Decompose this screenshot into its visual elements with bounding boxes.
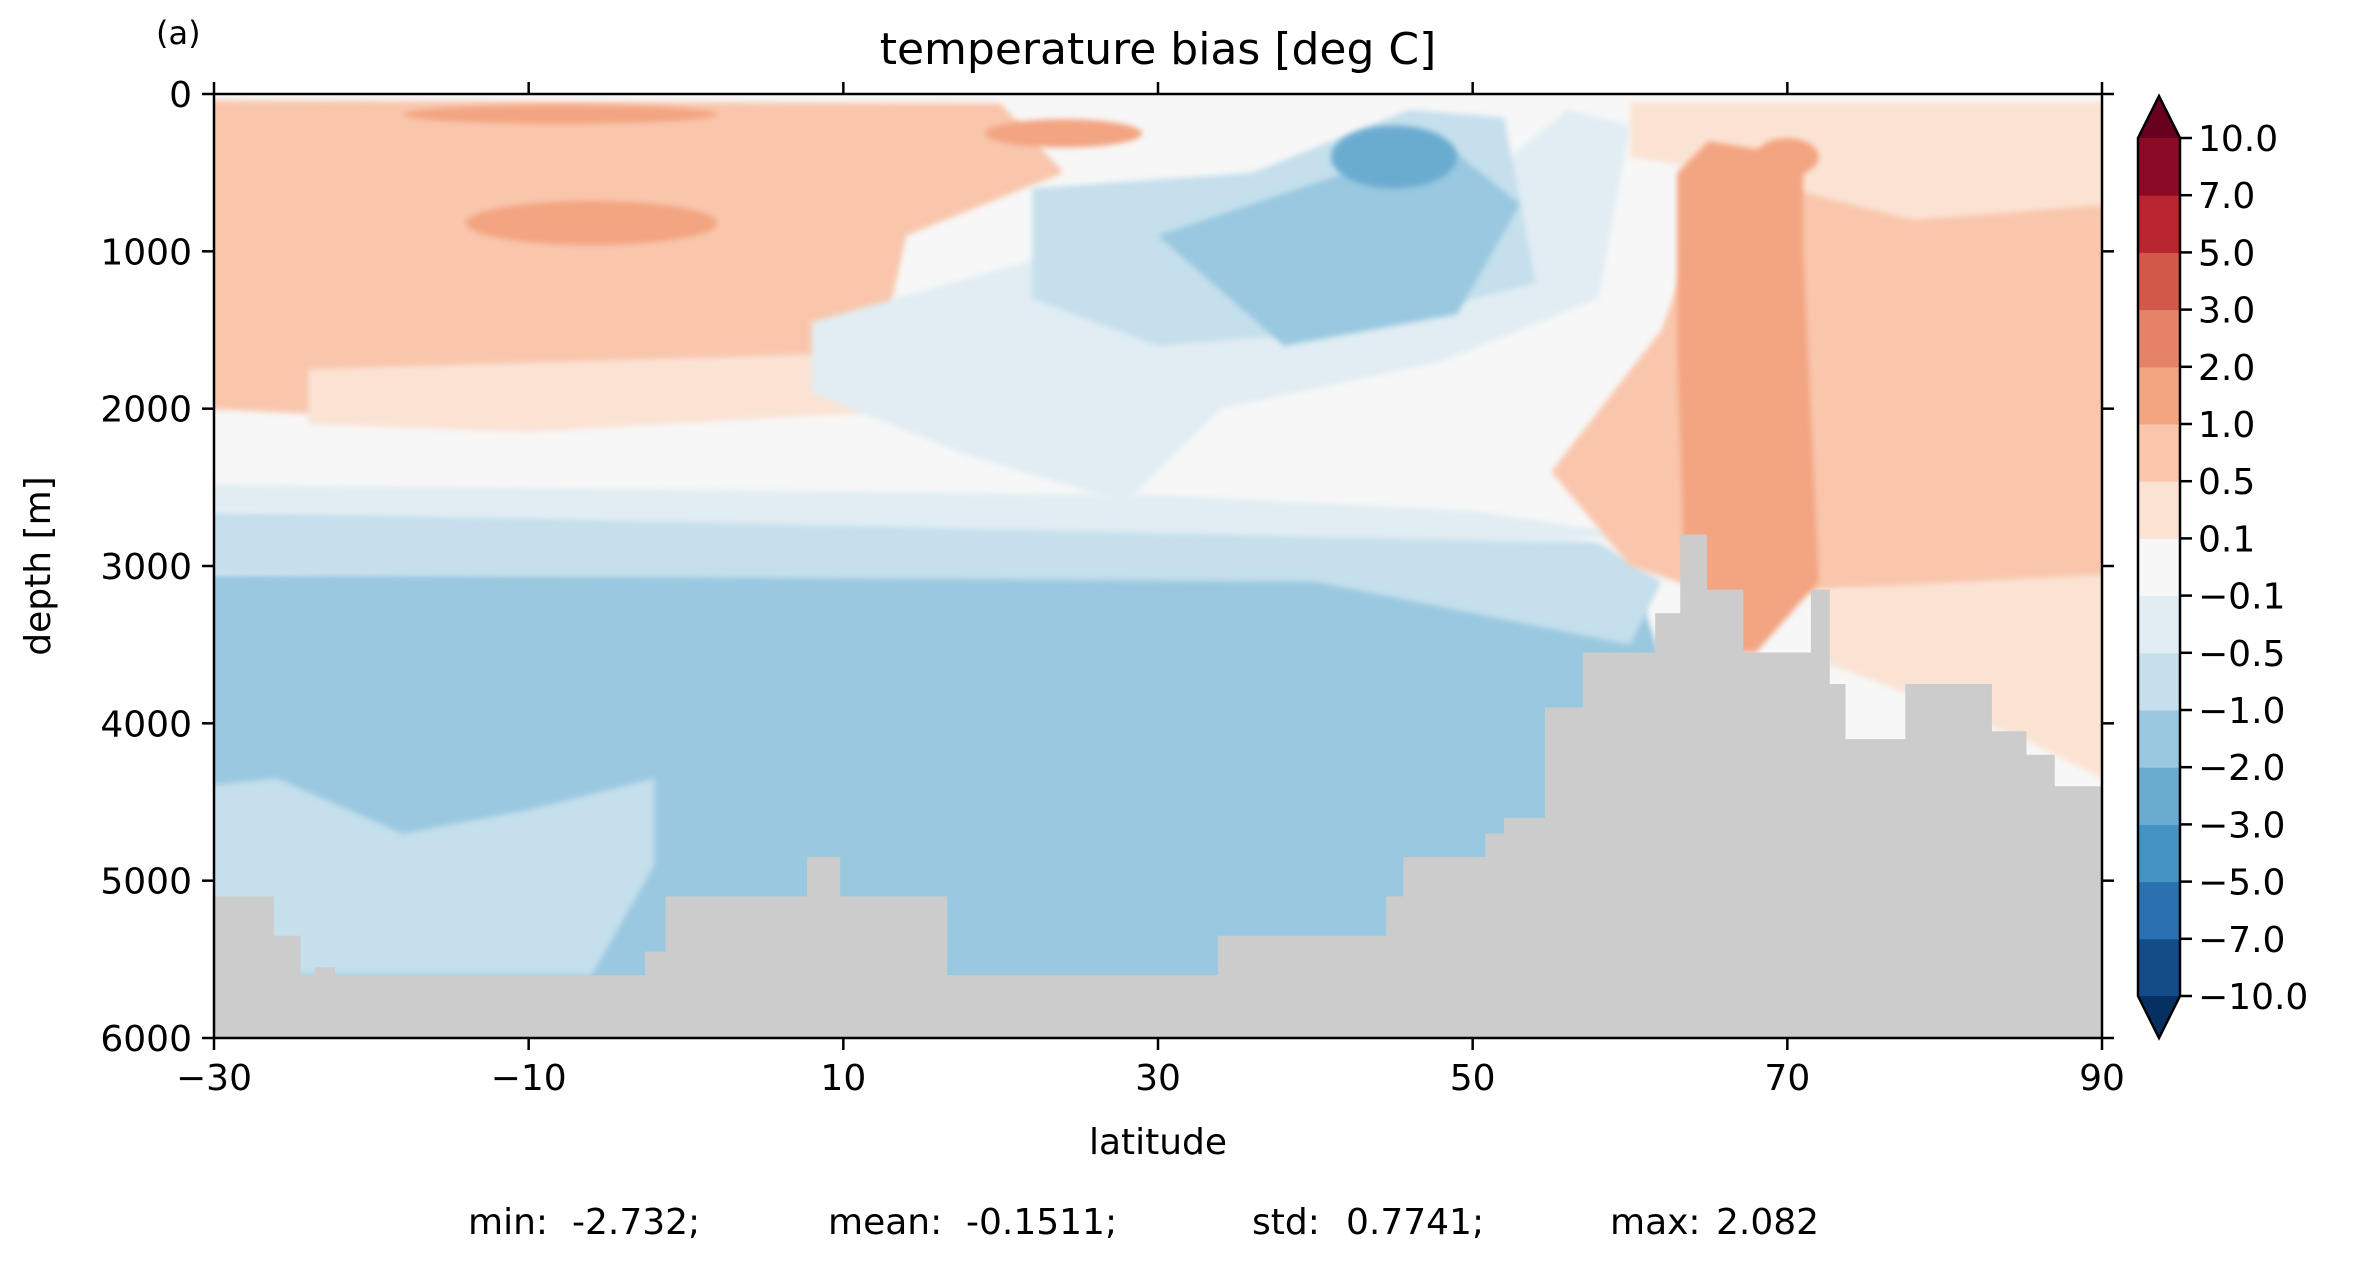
y-axis-label: depth [m] xyxy=(18,476,59,655)
stat-min-value: -2.732; xyxy=(572,1202,700,1243)
colorbar-bin xyxy=(2138,767,2180,825)
panel-label: (a) xyxy=(156,14,201,52)
y-tick-label: 1000 xyxy=(100,232,192,273)
colorbar-tick-label: 3.0 xyxy=(2198,291,2255,332)
colorbar-bin xyxy=(2138,710,2180,768)
y-tick-label: 6000 xyxy=(100,1019,192,1060)
contour-band-minus-1 xyxy=(214,511,1662,645)
contour-warm-north-deep xyxy=(1818,574,2102,779)
colorbar-tick-label: 10.0 xyxy=(2198,119,2278,160)
colorbar-tick-label: 7.0 xyxy=(2198,176,2255,217)
x-axis-label: latitude xyxy=(1089,1122,1227,1163)
colorbar-bin xyxy=(2138,538,2180,597)
contour-warm-south-lower xyxy=(308,353,938,433)
colorbar-bin xyxy=(2138,138,2180,196)
contour-warm-north-surface xyxy=(1630,101,2102,220)
contour-warm-core-north-surface xyxy=(1755,138,1819,176)
colorbar-tick-label: −2.0 xyxy=(2198,748,2285,789)
chart-title: temperature bias [deg C] xyxy=(880,24,1437,75)
x-tick-label: 70 xyxy=(1764,1058,1810,1099)
contour-band-minus-05 xyxy=(214,484,1630,543)
colorbar-bin xyxy=(2138,424,2180,482)
x-axis: −30 −10 10 30 50 70 90 xyxy=(176,82,2125,1099)
x-tick-label: 30 xyxy=(1135,1058,1181,1099)
y-axis: 0 1000 2000 3000 4000 5000 6000 xyxy=(100,75,2114,1060)
contour-deep-south xyxy=(214,778,655,976)
colorbar-bin xyxy=(2138,652,2180,711)
colorbar-tick-label: 1.0 xyxy=(2198,405,2255,446)
colorbar-tick-label: 2.0 xyxy=(2198,348,2255,389)
colorbar-extend-min xyxy=(2138,996,2180,1038)
colorbar-bin xyxy=(2138,252,2180,311)
colorbar-tick-label: −0.1 xyxy=(2198,577,2285,618)
y-tick-label: 3000 xyxy=(100,547,192,588)
colorbar-tick-label: −10.0 xyxy=(2198,977,2308,1018)
colorbar-bin xyxy=(2138,595,2180,654)
stat-max-label: max: xyxy=(1610,1202,1701,1243)
stat-mean-value: -0.1511; xyxy=(966,1202,1117,1243)
colorbar-bin xyxy=(2138,309,2180,368)
colorbar-tick-label: −1.0 xyxy=(2198,691,2285,732)
colorbar-tick-label: −3.0 xyxy=(2198,805,2285,846)
y-tick-label: 5000 xyxy=(100,862,192,903)
contour-warm-core-surface xyxy=(984,119,1143,148)
colorbar-tick-label: 0.5 xyxy=(2198,462,2255,503)
y-tick-label: 0 xyxy=(169,75,192,116)
colorbar-tick-label: −0.5 xyxy=(2198,634,2285,675)
x-tick-label: −10 xyxy=(491,1058,567,1099)
colorbar-tick-label: −7.0 xyxy=(2198,920,2285,961)
y-tick-label: 4000 xyxy=(100,704,192,745)
colorbar-bin xyxy=(2138,881,2180,940)
contour-fill-layers xyxy=(214,100,2102,1038)
plot-area xyxy=(214,94,2102,1038)
colorbar-bin xyxy=(2138,824,2180,883)
x-tick-label: 50 xyxy=(1450,1058,1496,1099)
colorbar-tick-label: −5.0 xyxy=(2198,863,2285,904)
stat-max-value: 2.082 xyxy=(1716,1202,1819,1243)
contour-warm-core-north xyxy=(1677,141,1819,653)
contour-warm-surface-south xyxy=(402,105,718,124)
contour-cold-core xyxy=(1331,125,1457,189)
colorbar-bin xyxy=(2138,938,2180,997)
x-tick-label: −30 xyxy=(176,1058,252,1099)
x-tick-label: 90 xyxy=(2079,1058,2125,1099)
stats-line: min: -2.732; mean: -0.1511; std: 0.7741;… xyxy=(468,1202,1819,1243)
colorbar: −10.0 −7.0 −5.0 −3.0 −2.0 −1.0 −0.5 −0.1 0.1 0.5 1… xyxy=(2136,93,2308,1041)
contour-warm-core-equator xyxy=(465,200,718,246)
y-tick-label: 2000 xyxy=(100,390,192,431)
stat-mean-label: mean: xyxy=(828,1202,942,1243)
stat-std-label: std: xyxy=(1252,1202,1320,1243)
stat-min-label: min: xyxy=(468,1202,548,1243)
colorbar-extend-max xyxy=(2138,96,2180,138)
colorbar-bin xyxy=(2138,481,2180,539)
colorbar-bin xyxy=(2138,195,2180,253)
colorbar-tick-label: 5.0 xyxy=(2198,233,2255,274)
stat-std-value: 0.7741; xyxy=(1346,1202,1484,1243)
x-tick-label: 10 xyxy=(820,1058,866,1099)
colorbar-bin xyxy=(2138,366,2180,425)
colorbar-tick-label: 0.1 xyxy=(2198,519,2255,560)
bathymetry-land xyxy=(214,534,2102,1038)
contour-cool-mid-deep xyxy=(1158,141,1520,346)
